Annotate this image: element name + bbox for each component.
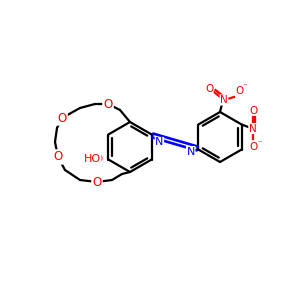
Text: N: N <box>220 95 228 105</box>
Text: O: O <box>205 84 213 94</box>
Text: N: N <box>155 137 164 147</box>
Text: ⁻: ⁻ <box>257 139 262 148</box>
Text: O: O <box>103 98 112 110</box>
Text: O: O <box>235 86 243 96</box>
Text: HO: HO <box>84 154 101 164</box>
Text: O: O <box>250 106 258 116</box>
Text: O: O <box>57 112 67 124</box>
Text: HO: HO <box>87 154 104 164</box>
Text: N: N <box>187 147 195 157</box>
Text: ⁻: ⁻ <box>243 82 248 91</box>
Text: O: O <box>250 142 258 152</box>
Text: O: O <box>53 151 63 164</box>
Text: O: O <box>92 176 102 188</box>
Text: N: N <box>249 124 256 134</box>
